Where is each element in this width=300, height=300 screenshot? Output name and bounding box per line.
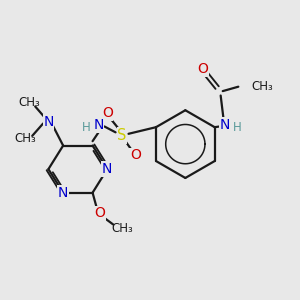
Text: O: O bbox=[198, 62, 208, 76]
Text: CH₃: CH₃ bbox=[252, 80, 273, 93]
Text: N: N bbox=[58, 186, 68, 200]
Text: CH₃: CH₃ bbox=[18, 96, 40, 110]
Text: O: O bbox=[102, 106, 113, 120]
Text: N: N bbox=[43, 115, 54, 129]
Text: O: O bbox=[94, 206, 105, 220]
Text: CH₃: CH₃ bbox=[111, 221, 133, 235]
Text: N: N bbox=[93, 118, 104, 132]
Text: O: O bbox=[130, 148, 141, 162]
Text: H: H bbox=[82, 121, 91, 134]
Text: CH₃: CH₃ bbox=[14, 132, 36, 145]
Text: N: N bbox=[102, 162, 112, 176]
Text: N: N bbox=[220, 118, 230, 132]
Text: H: H bbox=[233, 122, 242, 134]
Text: S: S bbox=[117, 128, 127, 143]
